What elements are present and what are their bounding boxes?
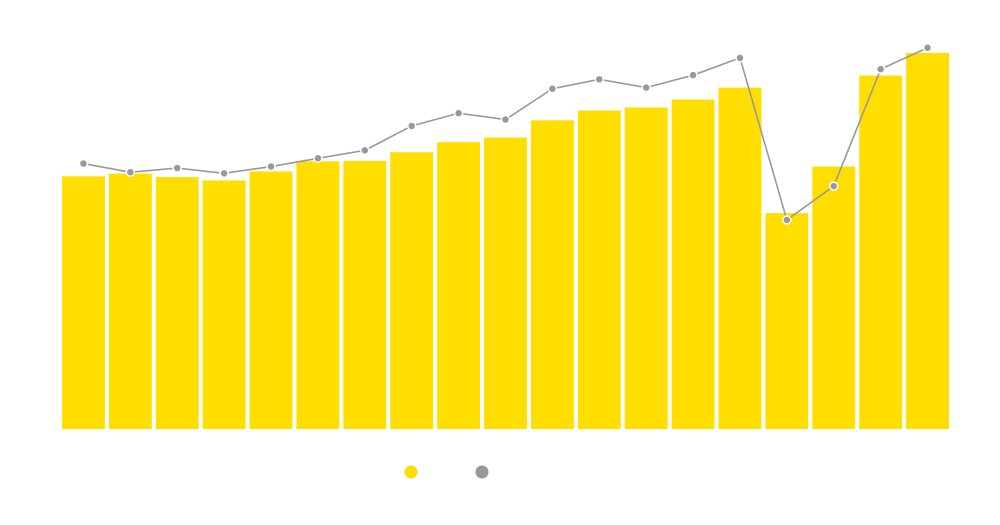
line-point (829, 181, 839, 191)
bar (530, 120, 574, 430)
line-point (641, 82, 651, 93)
line-point (266, 161, 276, 172)
legend-marker-bar-series (404, 465, 418, 479)
bar (155, 177, 199, 429)
line-point (500, 114, 511, 125)
bar-series (62, 53, 949, 430)
bar (437, 142, 481, 430)
line-point (78, 158, 89, 169)
line-series (78, 42, 933, 225)
bar (812, 166, 856, 430)
line-point (406, 121, 417, 131)
line-point (782, 215, 792, 225)
bar (202, 180, 246, 429)
bar (906, 53, 949, 429)
line-point (313, 153, 323, 164)
line-point (875, 64, 886, 74)
line-point (172, 163, 182, 173)
line-point (125, 167, 136, 177)
line-point (360, 145, 370, 156)
bar (484, 137, 527, 429)
bar (390, 152, 434, 429)
bar (343, 160, 387, 429)
line-point (735, 53, 745, 63)
bar (577, 110, 621, 429)
bar (624, 107, 668, 430)
legend (404, 465, 489, 479)
bar (249, 171, 293, 429)
line-point (547, 83, 558, 94)
bar (108, 173, 152, 429)
bar (671, 99, 715, 430)
legend-marker-line-series (475, 465, 489, 479)
bar (296, 161, 340, 430)
line-point (922, 42, 933, 53)
line-point (688, 70, 698, 80)
bar (718, 87, 762, 429)
bar (859, 75, 903, 429)
line-point (594, 74, 605, 85)
line-point (219, 168, 229, 179)
bar (62, 176, 105, 429)
bar (765, 213, 809, 429)
line-point (453, 108, 464, 118)
